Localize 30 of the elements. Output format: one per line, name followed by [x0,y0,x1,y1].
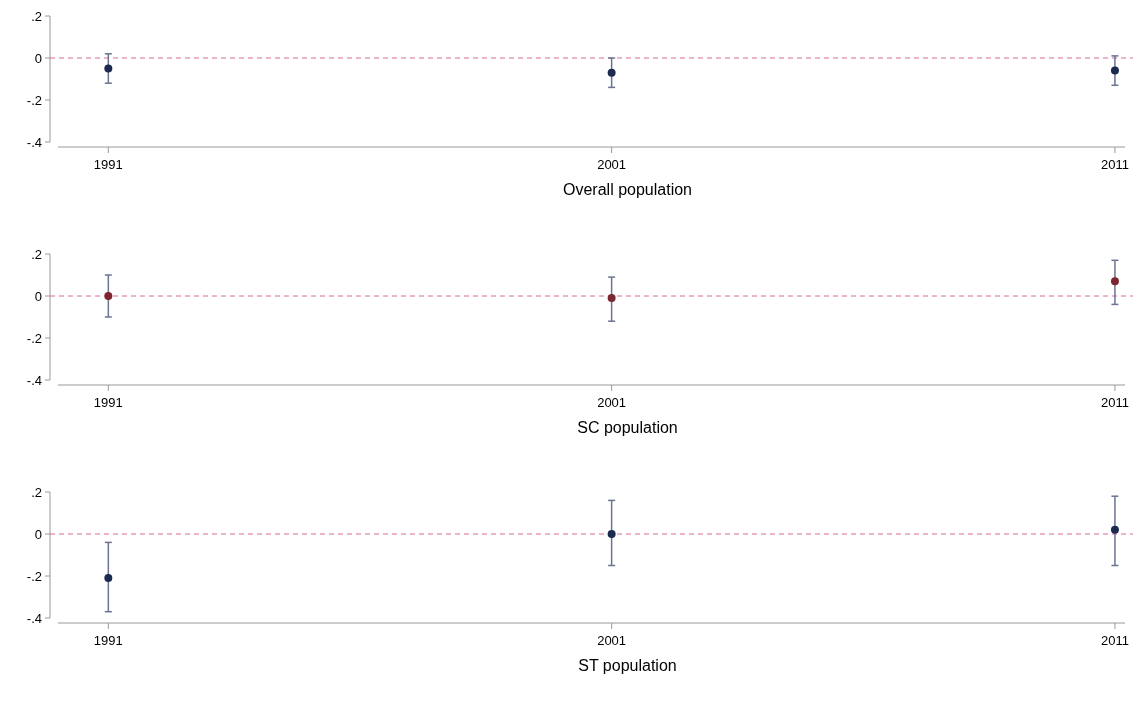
y-tick-label: 0 [34,526,42,542]
y-tick-label: -.4 [26,134,42,150]
point [607,294,616,303]
x-tick-label: 2011 [1100,157,1129,172]
point [1110,277,1119,286]
y-tick-label: -.2 [26,92,42,108]
y-tick-label: -.4 [26,372,42,388]
point [104,292,113,300]
y-tick-label: -.2 [26,568,42,584]
y-tick-label: -.4 [26,610,42,626]
x-tick-label: 2001 [597,633,627,648]
x-tick-label: 2001 [597,395,627,410]
x-axis-title: ST population [578,657,677,674]
x-tick-label: 2001 [597,157,627,172]
x-axis-title: Overall population [563,181,692,198]
x-tick-label: 1991 [93,157,123,172]
point [607,530,616,538]
point [1110,525,1119,534]
y-tick-label: 0 [34,288,42,304]
x-tick-label: 2011 [1100,395,1129,410]
point [104,574,113,583]
y-tick-label: -.2 [26,330,42,346]
y-tick-label: 0 [34,50,42,66]
x-tick-label: 1991 [93,395,123,410]
y-tick-label: .2 [31,8,42,24]
x-tick-label: 1991 [93,633,123,648]
x-axis-title: SC population [577,419,678,436]
x-tick-label: 2011 [1100,633,1129,648]
y-tick-label: .2 [31,246,42,262]
y-tick-label: .2 [31,484,42,500]
